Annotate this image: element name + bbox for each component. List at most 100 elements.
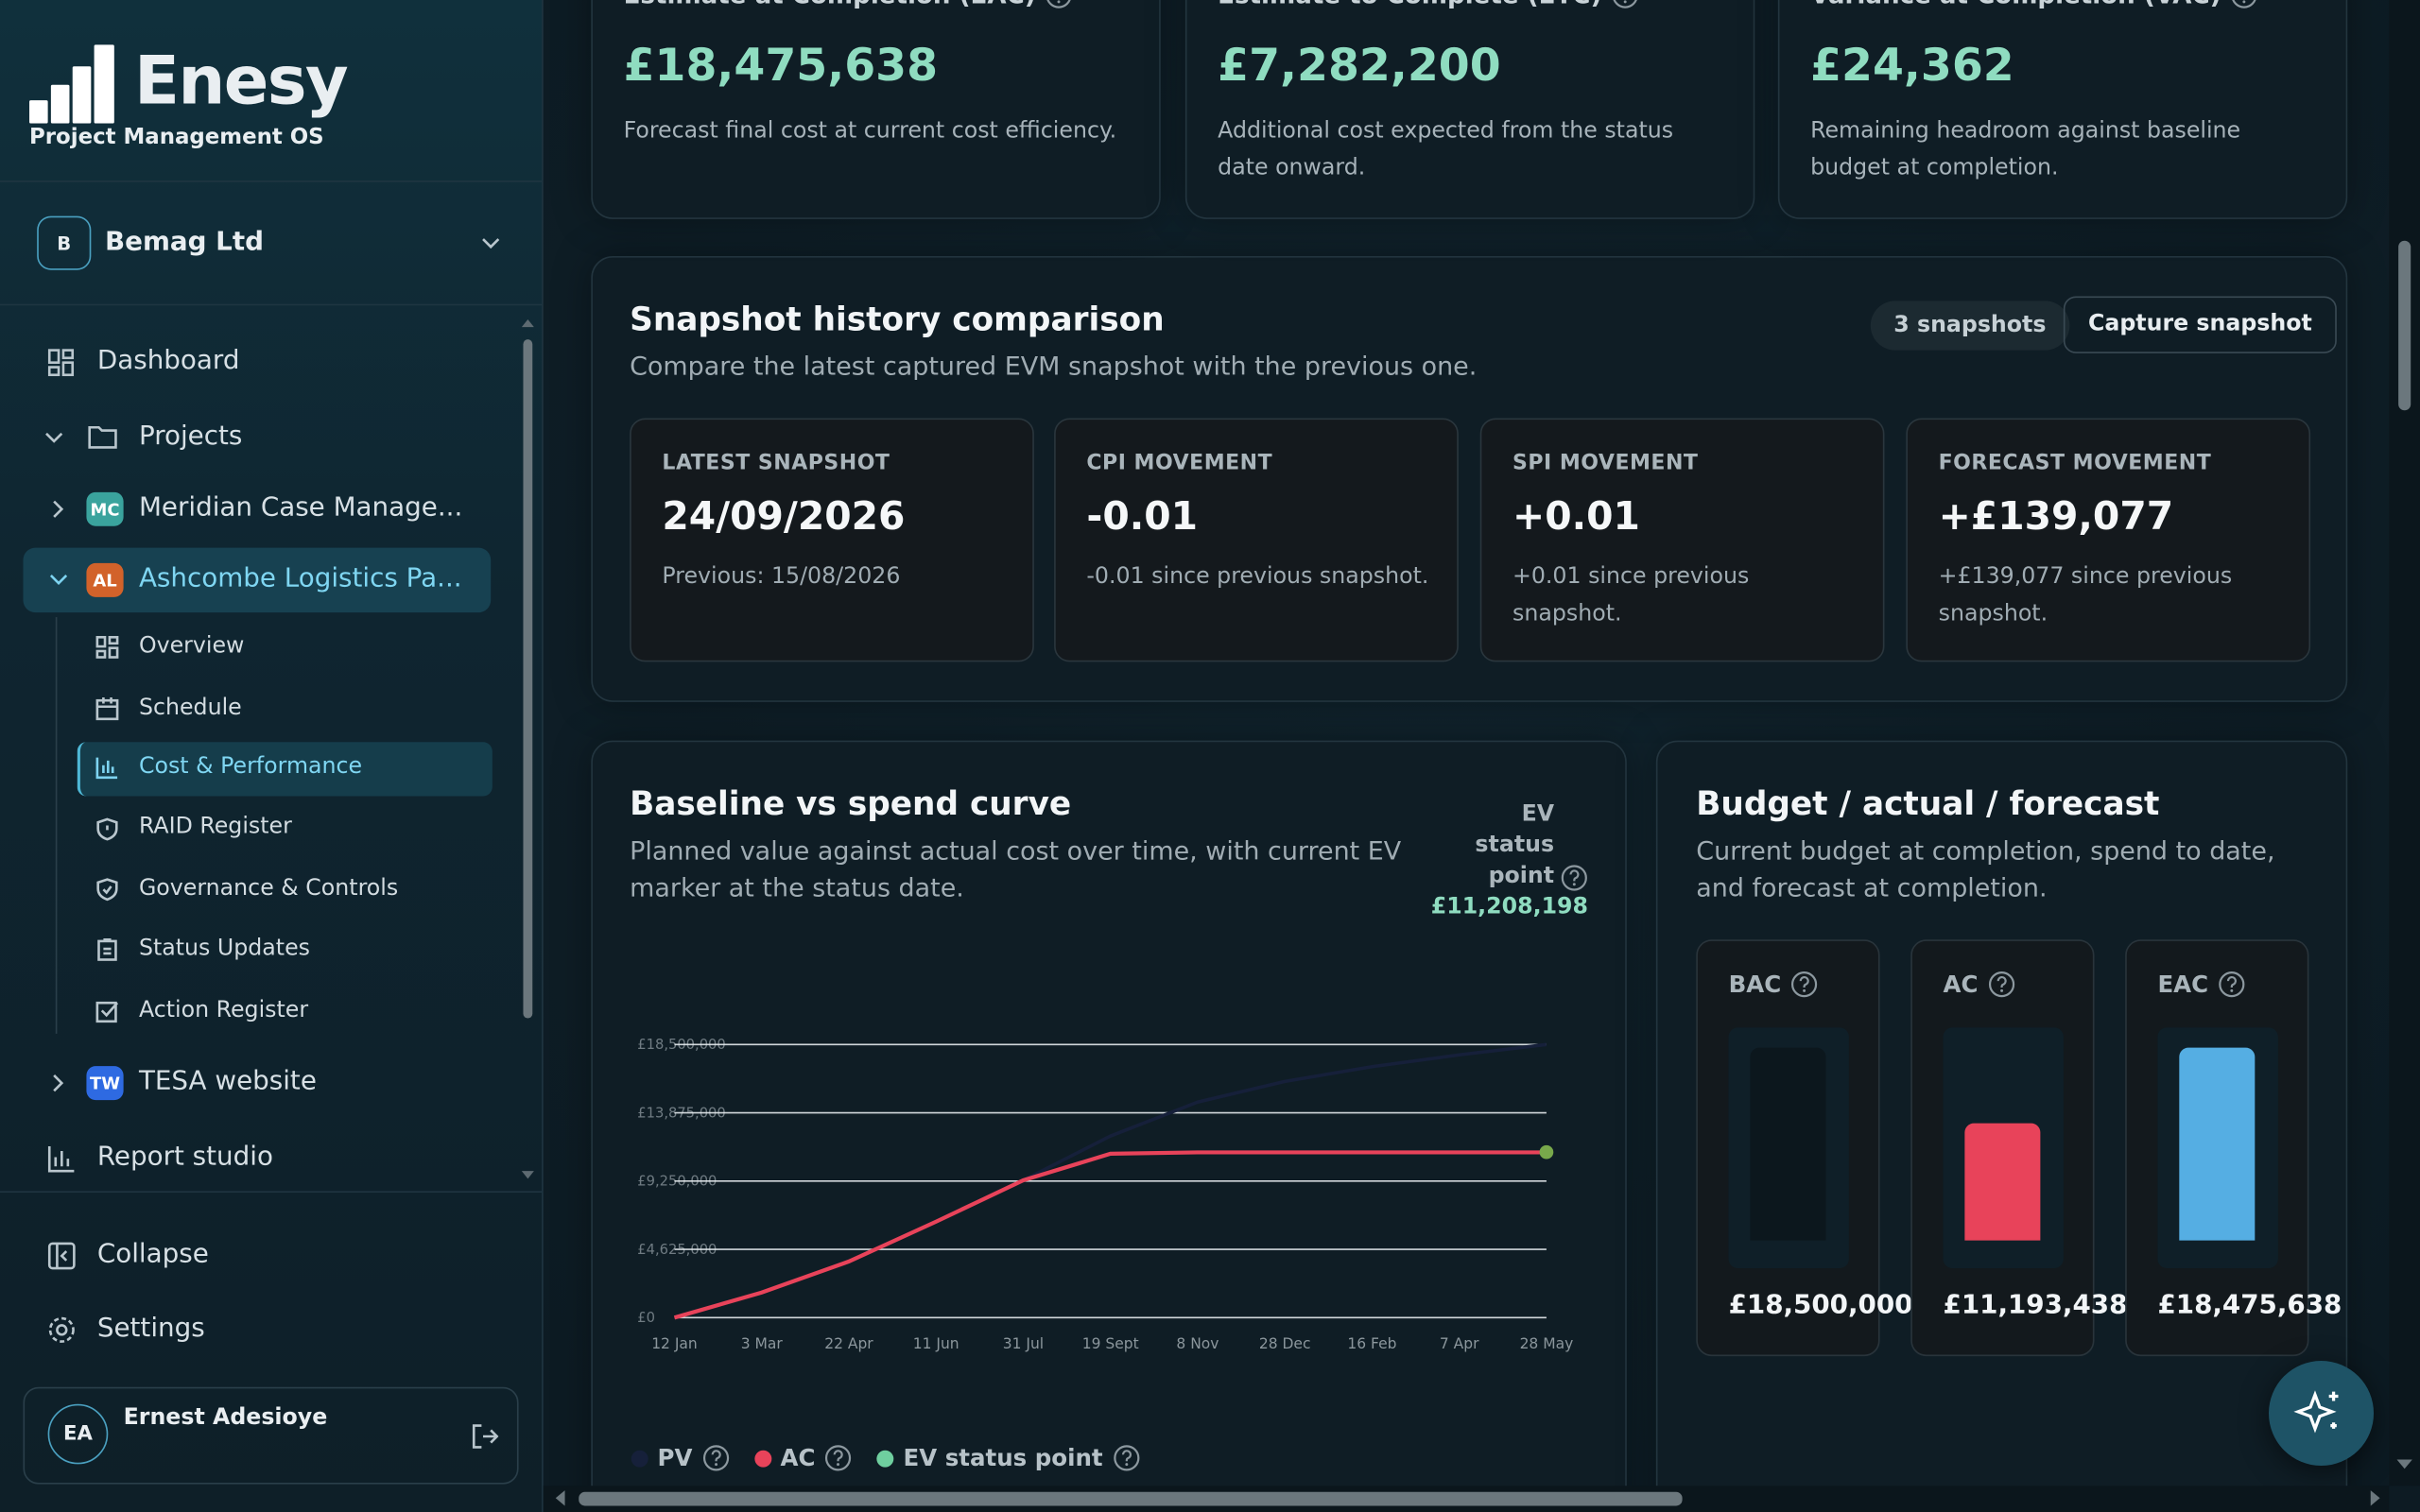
help-icon[interactable] bbox=[824, 1444, 852, 1471]
project-badge: TW bbox=[86, 1066, 124, 1101]
snapshot-count: 3 snapshots bbox=[1870, 301, 2069, 351]
snapshot-title: Snapshot history comparison bbox=[630, 301, 1165, 338]
help-icon[interactable] bbox=[1790, 971, 1818, 998]
legend: PV AC EV status point bbox=[631, 1444, 1140, 1472]
nav-report-studio[interactable]: Report studio bbox=[96, 1142, 273, 1173]
bar-category: EAC bbox=[2157, 970, 2209, 999]
help-icon[interactable] bbox=[1987, 971, 2014, 998]
snapshot-subtitle: Compare the latest captured EVM snapshot… bbox=[630, 352, 1478, 382]
nav-settings[interactable]: Settings bbox=[96, 1313, 205, 1345]
metric-label: LATEST SNAPSHOT bbox=[662, 450, 890, 475]
metric-value: +£139,077 bbox=[1938, 493, 2174, 539]
kpi-label-wrap: Estimate at Completion (EAC) bbox=[624, 0, 1073, 9]
org-name[interactable]: Bemag Ltd bbox=[105, 227, 265, 258]
scroll-arrows bbox=[521, 318, 534, 1179]
tree-guide bbox=[55, 617, 58, 1034]
kpi-value: £18,475,638 bbox=[623, 38, 939, 92]
kpi-card: Estimate to Complete (ETC) £7,282,200 Addi… bbox=[1184, 0, 1755, 219]
sidebar-scrollbar[interactable] bbox=[521, 313, 534, 1184]
metric-note: -0.01 since previous snapshot. bbox=[1086, 564, 1429, 590]
legend-label: PV bbox=[657, 1444, 693, 1472]
kpi-label: Estimate at Completion (EAC) bbox=[624, 0, 1036, 9]
ev-header: EV status point £11,208,198 bbox=[1426, 799, 1588, 923]
brand: Enesy bbox=[134, 43, 349, 121]
help-icon[interactable] bbox=[1045, 0, 1072, 9]
capture-button[interactable]: Capture snapshot bbox=[2063, 296, 2337, 353]
bar-header: EAC bbox=[2157, 971, 2245, 998]
nav-collapse[interactable]: Collapse bbox=[96, 1239, 209, 1270]
subnav-item[interactable]: Status Updates bbox=[138, 936, 310, 962]
tagline: Project Management OS bbox=[29, 125, 324, 150]
legend-label: AC bbox=[780, 1444, 816, 1472]
subnav-item[interactable]: Overview bbox=[138, 634, 245, 660]
snapshot-card: Snapshot history comparison Compare the … bbox=[591, 256, 2348, 702]
kpi-label: Estimate to Complete (ETC) bbox=[1218, 0, 1601, 9]
x-tick-label: 19 Sept bbox=[1082, 1335, 1139, 1352]
user-name: Ernest Adesioye bbox=[123, 1405, 328, 1431]
settings-icon bbox=[48, 1316, 75, 1343]
chevron-down[interactable] bbox=[480, 232, 502, 253]
horizontal-scrollbar[interactable] bbox=[543, 1486, 2390, 1512]
chevron-down[interactable] bbox=[43, 427, 65, 449]
org-avatar[interactable]: B bbox=[37, 215, 92, 270]
snapshot-metric: SPI MOVEMENT +0.01 +0.01 since previous sn… bbox=[1479, 418, 1885, 662]
snapshot-metric: LATEST SNAPSHOT 24/09/2026 Previous: 15/08… bbox=[630, 418, 1034, 662]
folder-icon bbox=[88, 425, 117, 449]
legend-item: PV bbox=[631, 1444, 730, 1472]
nav-dashboard[interactable]: Dashboard bbox=[96, 345, 240, 377]
help-icon[interactable] bbox=[2218, 971, 2245, 998]
report-icon bbox=[47, 1146, 75, 1173]
x-tick-label: 28 Dec bbox=[1259, 1335, 1311, 1352]
sparkle-icon bbox=[2293, 1390, 2339, 1434]
scroll-thumb[interactable] bbox=[523, 339, 533, 1019]
kpi-value: £24,362 bbox=[1810, 38, 2014, 92]
scroll-arrow[interactable] bbox=[552, 1490, 567, 1506]
bar-column: AC £11,193,438 bbox=[1910, 939, 2127, 1357]
metric-note: +0.01 since previous snapshot. bbox=[1512, 564, 1750, 627]
project-item[interactable]: Meridian Case Manage... bbox=[138, 491, 463, 524]
chevron-right[interactable] bbox=[48, 498, 70, 520]
help-icon[interactable] bbox=[2230, 0, 2257, 9]
metric-note: +£139,077 since previous snapshot. bbox=[1938, 564, 2233, 627]
governance-icon bbox=[96, 878, 118, 902]
legend-swatch bbox=[631, 1449, 648, 1467]
logout-icon[interactable] bbox=[471, 1422, 499, 1450]
metric-label: FORECAST MOVEMENT bbox=[1938, 450, 2212, 475]
metric-label: SPI MOVEMENT bbox=[1512, 450, 1699, 475]
legend-swatch bbox=[753, 1449, 771, 1467]
kpi-card: Estimate at Completion (EAC) £18,475,638 F… bbox=[591, 0, 1161, 219]
scroll-arrow[interactable] bbox=[2367, 1490, 2382, 1506]
subnav-item[interactable]: RAID Register bbox=[138, 815, 292, 840]
chevron-right[interactable] bbox=[48, 1073, 70, 1094]
nav-projects[interactable]: Projects bbox=[138, 421, 243, 453]
subnav-item[interactable]: Action Register bbox=[138, 998, 309, 1023]
subnav-item-active[interactable]: Cost & Performance bbox=[138, 754, 363, 780]
subnav-item[interactable]: Governance & Controls bbox=[138, 876, 399, 902]
cost-icon bbox=[95, 757, 118, 780]
bar bbox=[1750, 1047, 1826, 1241]
kpi-label-wrap: Variance at Completion (VAC) bbox=[1810, 0, 2258, 9]
help-icon[interactable] bbox=[1611, 0, 1638, 9]
org-initial: B bbox=[57, 232, 72, 254]
chevron-down[interactable] bbox=[48, 569, 70, 591]
project-item-active[interactable]: Ashcombe Logistics Pa... bbox=[138, 562, 462, 594]
x-tick-label: 3 Mar bbox=[741, 1335, 784, 1352]
ev-label: EV status point bbox=[1475, 801, 1555, 889]
active-subnav-bg[interactable] bbox=[77, 742, 493, 797]
bar-header: BAC bbox=[1729, 971, 1819, 998]
project-item[interactable]: TESA website bbox=[138, 1066, 317, 1097]
scroll-thumb[interactable] bbox=[2398, 240, 2411, 411]
subnav-item[interactable]: Schedule bbox=[138, 696, 242, 721]
legend-item: AC bbox=[753, 1444, 853, 1472]
dashboard-icon bbox=[47, 349, 75, 377]
help-icon[interactable] bbox=[1112, 1444, 1139, 1471]
assistant-button[interactable] bbox=[2269, 1361, 2375, 1467]
scroll-arrow[interactable] bbox=[2396, 1456, 2412, 1471]
help-icon[interactable] bbox=[701, 1444, 729, 1471]
kpi-note: Additional cost expected from the status… bbox=[1218, 118, 1674, 181]
vertical-scrollbar[interactable] bbox=[2389, 0, 2420, 1486]
scroll-thumb[interactable] bbox=[579, 1491, 1683, 1506]
bar-category: AC bbox=[1943, 970, 1979, 999]
bar bbox=[1964, 1124, 2041, 1241]
